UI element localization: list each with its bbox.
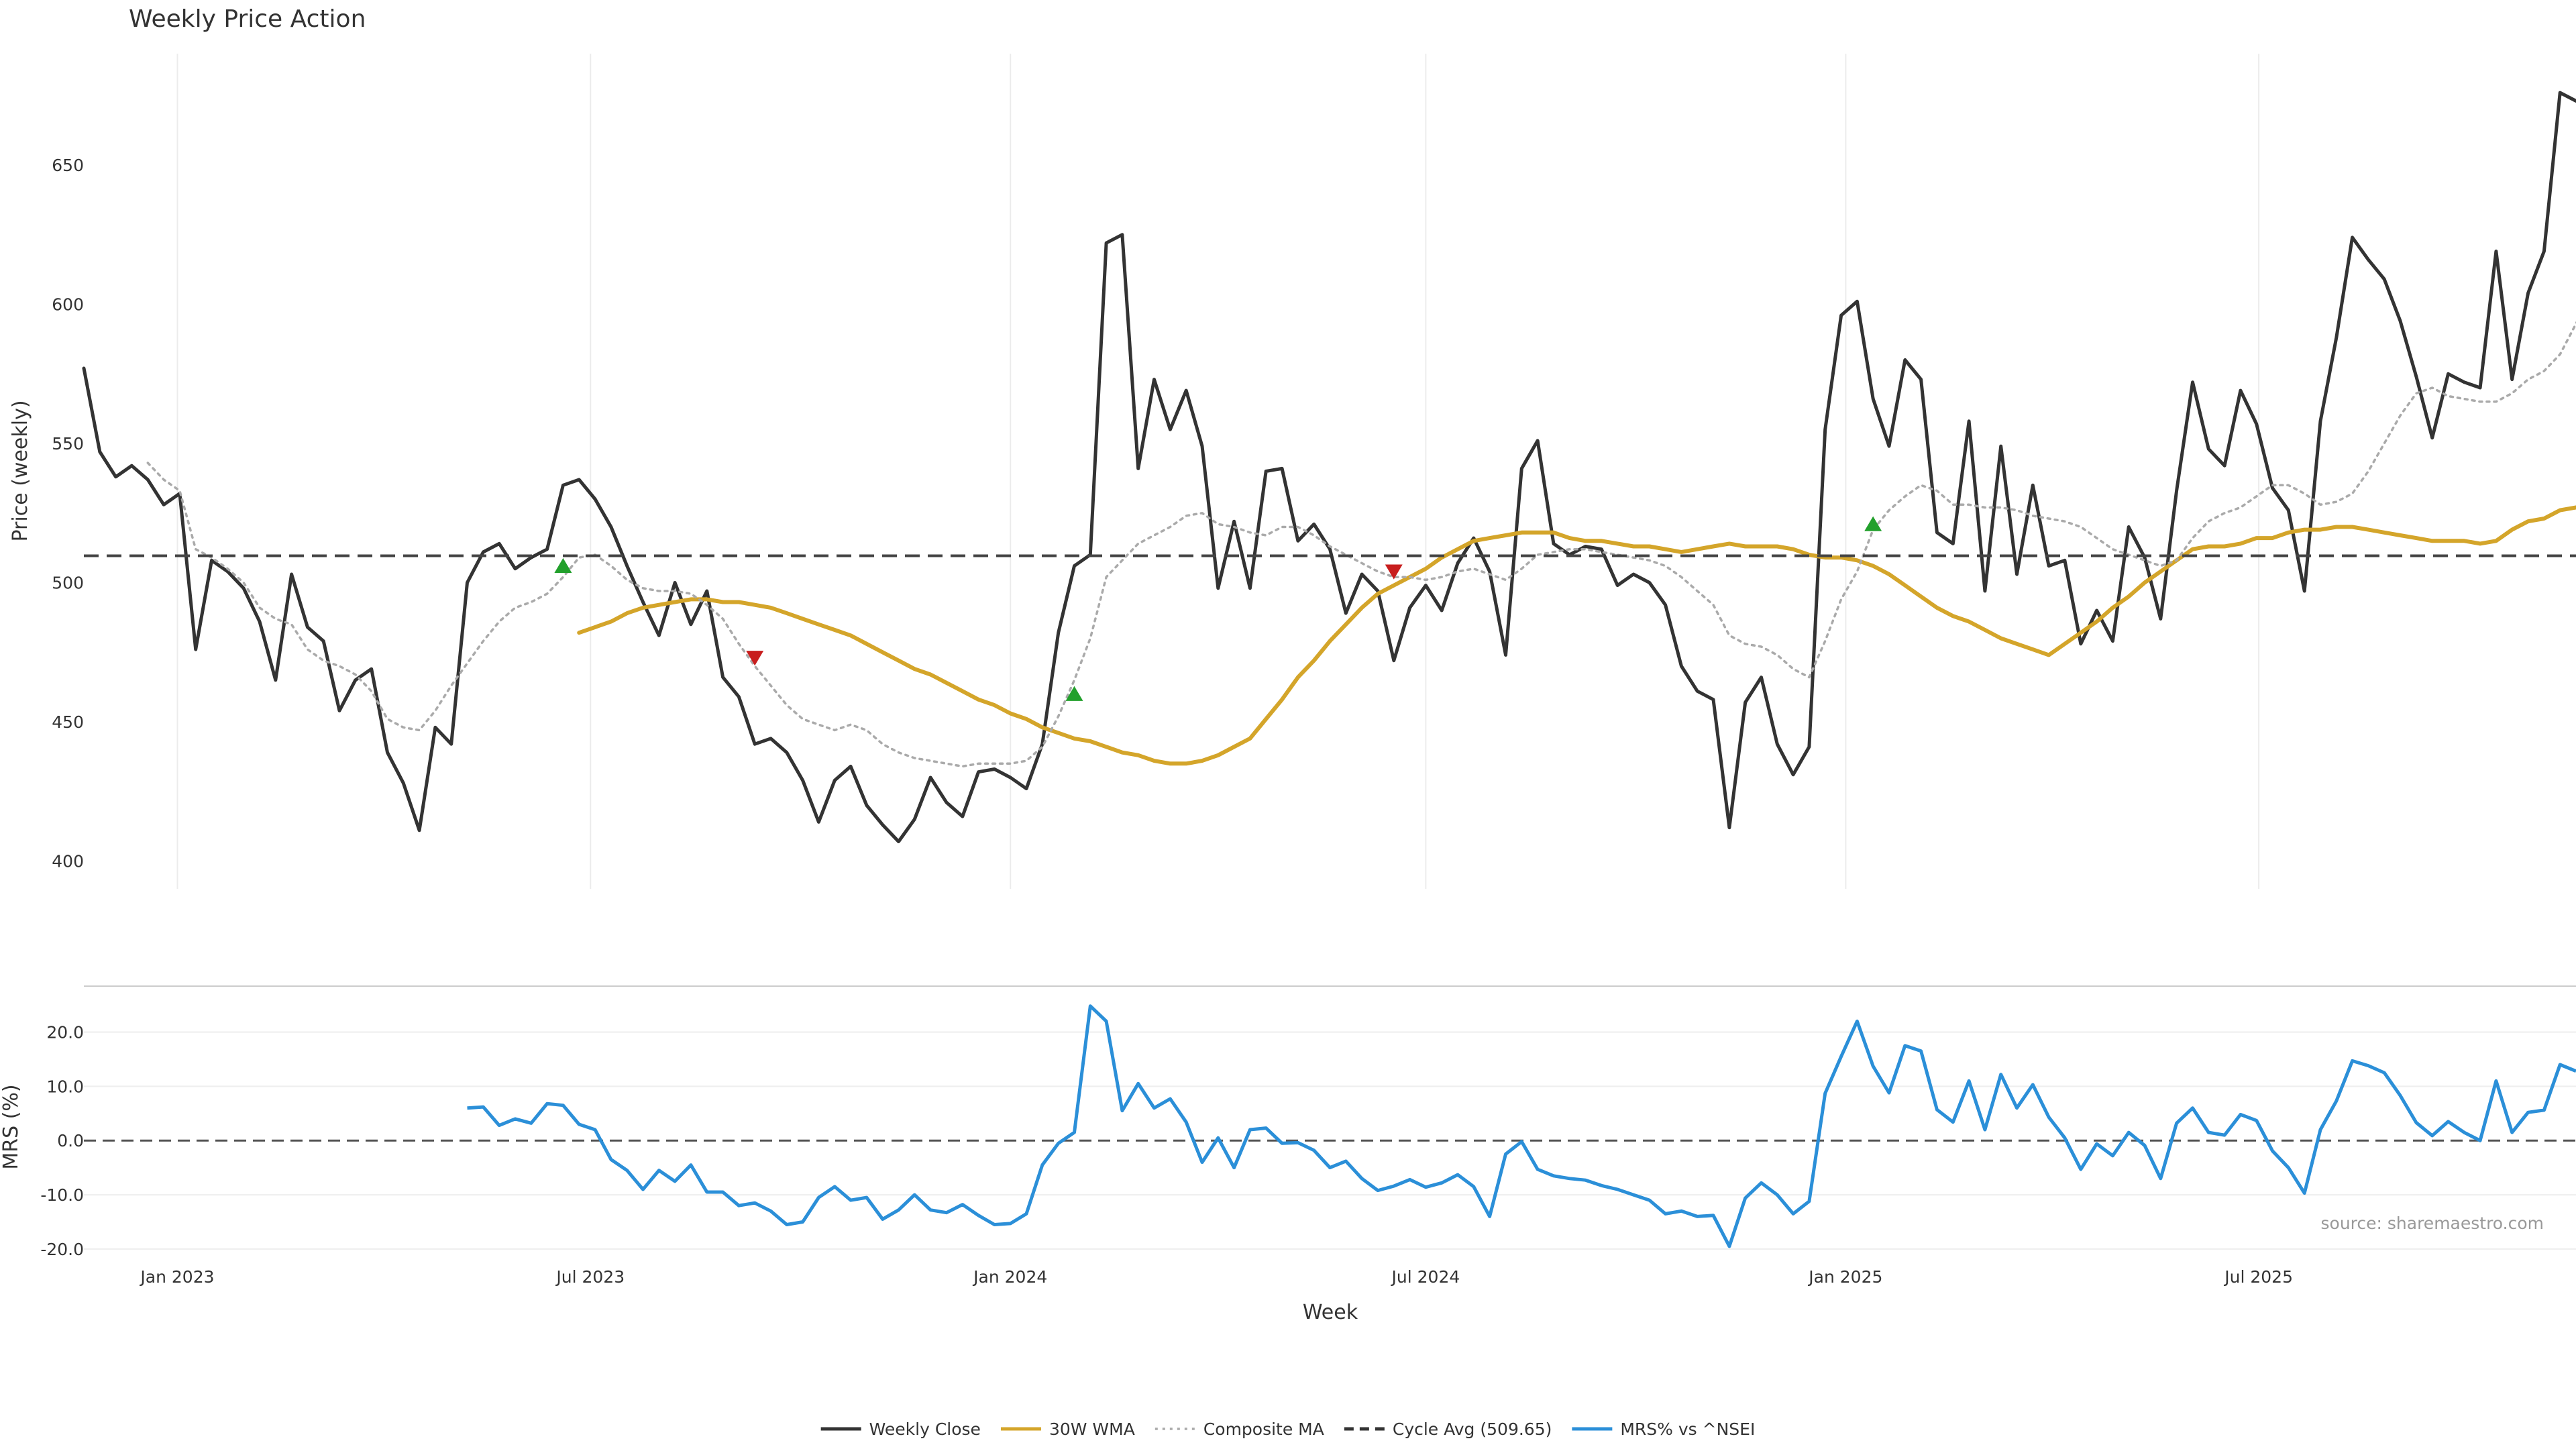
signal-marker-sell-4	[1385, 564, 1403, 580]
x-tick-jan-2023: Jan 2023	[139, 1267, 214, 1287]
source-note: source: sharemaestro.com	[2321, 1214, 2544, 1233]
price-tick-600: 600	[52, 295, 84, 315]
x-tick-jul-2024: Jul 2024	[1391, 1267, 1460, 1287]
x-tick-jul-2025: Jul 2025	[2223, 1267, 2293, 1287]
x-tick-jan-2024: Jan 2024	[972, 1267, 1047, 1287]
x-tick-jan-2025: Jan 2025	[1807, 1267, 1882, 1287]
x-ticks: Jan 2023 Jul 2023 Jan 2024 Jul 2024 Jan 2025…	[139, 1267, 2293, 1287]
legend-item-composite-ma: Composite MA	[1203, 1419, 1324, 1439]
price-y-ticks: 400 450 500 550 600 650	[52, 156, 84, 871]
signal-marker-buy-1	[554, 557, 572, 573]
series-line-composite-ma	[146, 321, 2576, 768]
signal-marker-buy-3	[1065, 686, 1083, 701]
legend-item-cycle-avg-509-65: Cycle Avg (509.65)	[1393, 1419, 1552, 1439]
price-tick-400: 400	[52, 852, 84, 871]
price-grid	[176, 54, 2260, 889]
legend-item-weekly-close: Weekly Close	[869, 1419, 981, 1439]
price-tick-450: 450	[52, 712, 84, 732]
price-tick-500: 500	[52, 574, 84, 593]
mrs-tick-20-0: 20.0	[46, 1023, 84, 1042]
mrs-grid	[84, 1031, 2576, 1250]
mrs-tick-0-0: 0.0	[57, 1131, 84, 1150]
signal-marker-buy-5	[1864, 516, 1882, 531]
mrs-y-axis-label: MRS (%)	[0, 1084, 23, 1169]
mrs-series	[467, 1004, 2576, 1248]
legend-item-mrs-vs-nsei: MRS% vs ^NSEI	[1620, 1419, 1755, 1439]
legend: Weekly Close 30W WMA Composite MA Cycle Avg…	[820, 1419, 1755, 1439]
series-line-weekly-close	[82, 91, 2576, 843]
price-tick-650: 650	[52, 156, 84, 175]
price-tick-550: 550	[52, 434, 84, 453]
series-line-mrs-vs-nsei	[467, 1004, 2576, 1248]
x-axis-label: Week	[1303, 1301, 1358, 1324]
price-series	[82, 91, 2576, 843]
mrs-tick-10-0: 10.0	[46, 1077, 84, 1096]
price-y-axis-label: Price (weekly)	[9, 400, 32, 541]
legend-item-30w-wma: 30W WMA	[1049, 1419, 1135, 1439]
signal-markers	[554, 516, 1882, 701]
mrs-tick-20-0: -20.0	[40, 1240, 84, 1259]
signal-marker-sell-2	[746, 651, 764, 666]
series-line-30w-wma	[577, 505, 2576, 766]
mrs-tick-10-0: -10.0	[40, 1185, 84, 1205]
mrs-y-ticks: -20.0 -10.0 0.0 10.0 20.0	[40, 1023, 84, 1259]
chart-title: Weekly Price Action	[129, 5, 366, 33]
x-tick-jul-2023: Jul 2023	[555, 1267, 625, 1287]
